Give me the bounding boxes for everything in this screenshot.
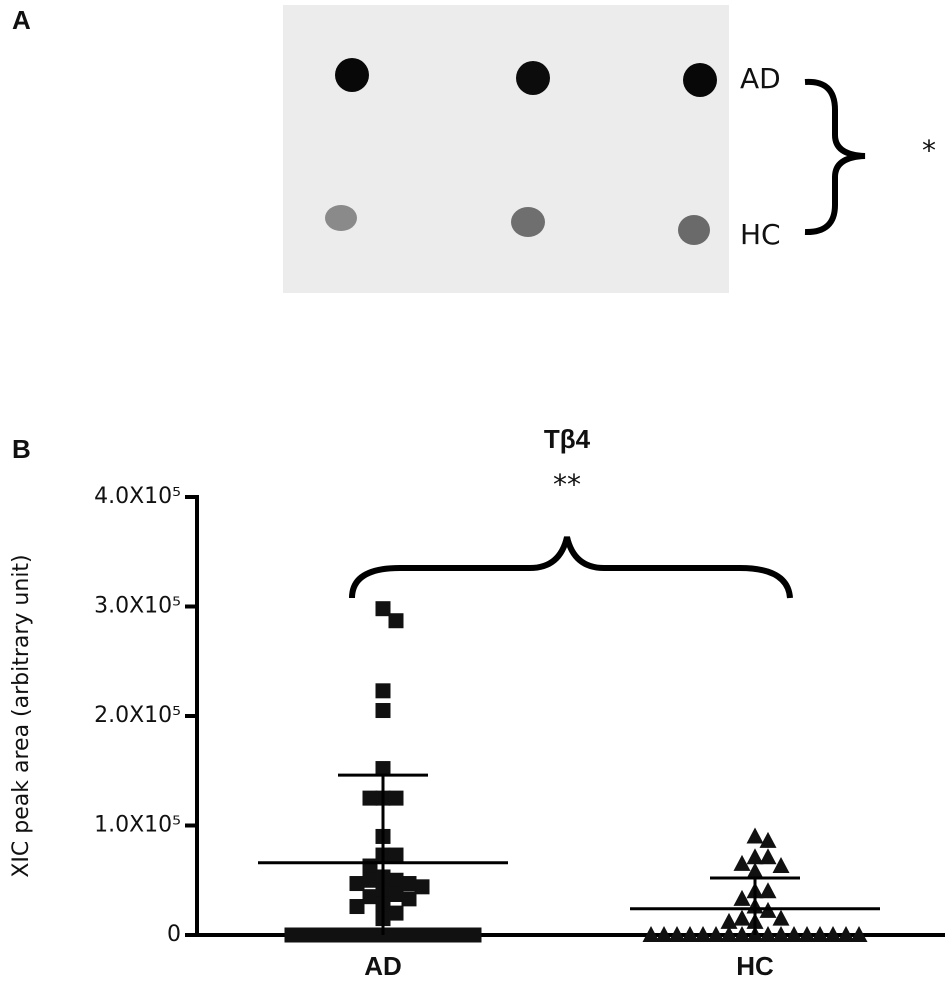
data-point — [466, 927, 482, 943]
data-point — [681, 926, 699, 942]
data-point — [733, 854, 751, 871]
data-point — [414, 927, 430, 943]
data-point — [759, 882, 777, 899]
brace — [804, 78, 866, 236]
data-point — [362, 872, 378, 888]
data-point — [336, 927, 352, 943]
data-point — [733, 909, 751, 926]
data-point — [746, 862, 764, 879]
blot-membrane — [283, 5, 729, 293]
brace — [349, 536, 793, 599]
data-point — [362, 889, 378, 905]
data-point — [362, 858, 378, 874]
data-point — [746, 848, 764, 865]
data-point — [720, 912, 738, 929]
data-point — [798, 926, 816, 942]
dot-blot — [283, 5, 729, 293]
data-point — [824, 926, 842, 942]
data-point — [388, 613, 404, 629]
data-point — [759, 831, 777, 848]
data-point — [375, 703, 391, 719]
y-tick-label: 0 — [167, 922, 181, 947]
blot-dot — [678, 215, 710, 245]
data-point — [375, 683, 391, 699]
data-point — [746, 827, 764, 844]
data-point — [401, 876, 417, 892]
panel-label: B — [12, 434, 31, 464]
data-point — [772, 857, 790, 874]
panel-label: A — [12, 5, 31, 35]
data-point — [414, 879, 430, 895]
data-point — [349, 876, 365, 892]
data-point — [707, 926, 725, 942]
data-point — [349, 899, 365, 915]
data-point — [284, 927, 300, 943]
data-point — [759, 848, 777, 865]
data-point — [720, 926, 738, 942]
data-point — [453, 927, 469, 943]
data-point — [388, 847, 404, 863]
data-point — [811, 926, 829, 942]
data-point — [642, 926, 660, 942]
data-point — [733, 926, 751, 942]
y-tick-label: 4.0X10⁵ — [94, 484, 181, 509]
blot-dot — [683, 63, 717, 97]
data-point — [401, 927, 417, 943]
data-point — [297, 927, 313, 943]
data-point — [440, 927, 456, 943]
data-point — [362, 790, 378, 806]
chart-title: Tβ4 — [544, 424, 591, 454]
data-point — [733, 889, 751, 906]
data-point — [388, 905, 404, 921]
error-bar — [710, 876, 800, 935]
data-point — [837, 926, 855, 942]
significance: ** — [553, 468, 581, 501]
blot-dot — [335, 58, 369, 92]
data-point — [759, 926, 777, 942]
data-point — [668, 926, 686, 942]
error-bar — [338, 773, 428, 935]
y-tick-label: 2.0X10⁵ — [94, 703, 181, 728]
y-tick-label: 3.0X10⁵ — [94, 594, 181, 619]
data-point — [388, 886, 404, 902]
data-point — [375, 601, 391, 617]
significance: * — [922, 134, 936, 167]
row-label: AD — [740, 62, 781, 95]
data-point — [388, 790, 404, 806]
data-point — [785, 926, 803, 942]
y-axis-label: XIC peak area (arbitrary unit) — [9, 554, 34, 877]
x-tick-label: HC — [736, 951, 774, 981]
blot-dot — [511, 207, 545, 237]
data-point — [375, 761, 391, 777]
data-point — [427, 927, 443, 943]
row-label: HC — [740, 218, 781, 251]
data-point — [772, 909, 790, 926]
data-point — [388, 927, 404, 943]
data-point — [694, 926, 712, 942]
data-point — [401, 891, 417, 907]
y-tick-label: 1.0X10⁵ — [94, 813, 181, 838]
blot-dot — [516, 61, 550, 95]
data-point — [772, 926, 790, 942]
data-point — [850, 926, 868, 942]
data-point — [323, 927, 339, 943]
x-tick-label: AD — [364, 951, 402, 981]
data-point — [349, 927, 365, 943]
data-point — [388, 872, 404, 888]
data-point — [310, 927, 326, 943]
data-point — [655, 926, 673, 942]
blot-dot — [325, 205, 357, 231]
data-point — [362, 927, 378, 943]
